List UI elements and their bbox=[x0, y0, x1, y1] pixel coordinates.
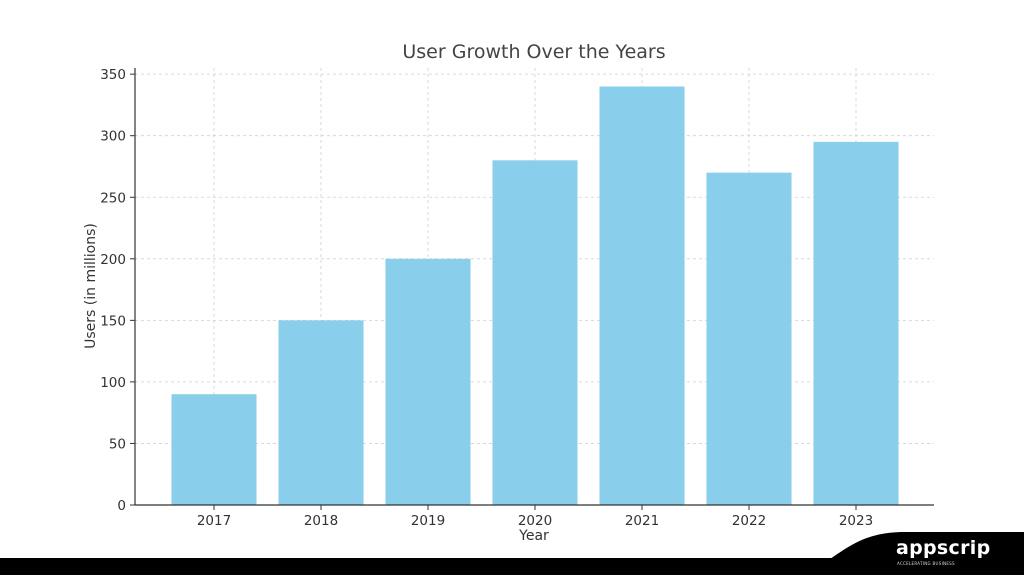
brand-logo: appscrip bbox=[896, 537, 991, 559]
footer-bar bbox=[0, 558, 1024, 575]
bar-2020 bbox=[492, 160, 578, 505]
y-ticks: 0 50 100 150 200 250 300 350 bbox=[100, 67, 135, 514]
x-axis-label: Year bbox=[518, 528, 549, 544]
y-tick-label: 350 bbox=[100, 67, 126, 83]
y-tick-label: 300 bbox=[100, 129, 126, 145]
y-tick-label: 200 bbox=[100, 252, 126, 268]
y-tick-label: 50 bbox=[109, 436, 126, 452]
x-tick-label: 2019 bbox=[411, 513, 445, 529]
x-tick-label: 2018 bbox=[304, 513, 338, 529]
x-tick-label: 2023 bbox=[839, 513, 873, 529]
x-ticks: 2017 2018 2019 2020 2021 2022 2023 bbox=[197, 505, 873, 529]
bar-2019 bbox=[385, 258, 471, 505]
bar-2022 bbox=[706, 172, 792, 506]
bar-2018 bbox=[278, 320, 364, 505]
y-tick-label: 250 bbox=[100, 190, 126, 206]
bar-2021 bbox=[599, 86, 685, 506]
x-tick-label: 2021 bbox=[625, 513, 659, 529]
chart-title: User Growth Over the Years bbox=[402, 41, 665, 63]
bar-2023 bbox=[813, 141, 899, 505]
y-tick-label: 150 bbox=[100, 313, 126, 329]
y-tick-label: 0 bbox=[117, 498, 126, 514]
y-tick-label: 100 bbox=[100, 375, 126, 391]
x-tick-label: 2017 bbox=[197, 513, 231, 529]
bars bbox=[171, 86, 899, 506]
brand-tagline: ACCELERATING BUSINESS bbox=[897, 561, 955, 566]
x-tick-label: 2020 bbox=[518, 513, 552, 529]
x-tick-label: 2022 bbox=[732, 513, 766, 529]
bar-2017 bbox=[171, 394, 257, 505]
y-axis-label: Users (in millions) bbox=[83, 223, 99, 349]
